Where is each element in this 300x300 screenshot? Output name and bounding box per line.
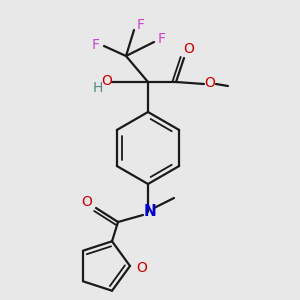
Text: H: H xyxy=(93,81,103,95)
Text: O: O xyxy=(205,76,215,90)
Text: O: O xyxy=(82,195,92,209)
Text: F: F xyxy=(158,32,166,46)
Text: F: F xyxy=(137,18,145,32)
Text: N: N xyxy=(144,205,156,220)
Text: O: O xyxy=(136,261,147,275)
Text: O: O xyxy=(102,74,112,88)
Text: O: O xyxy=(184,42,194,56)
Text: F: F xyxy=(92,38,100,52)
